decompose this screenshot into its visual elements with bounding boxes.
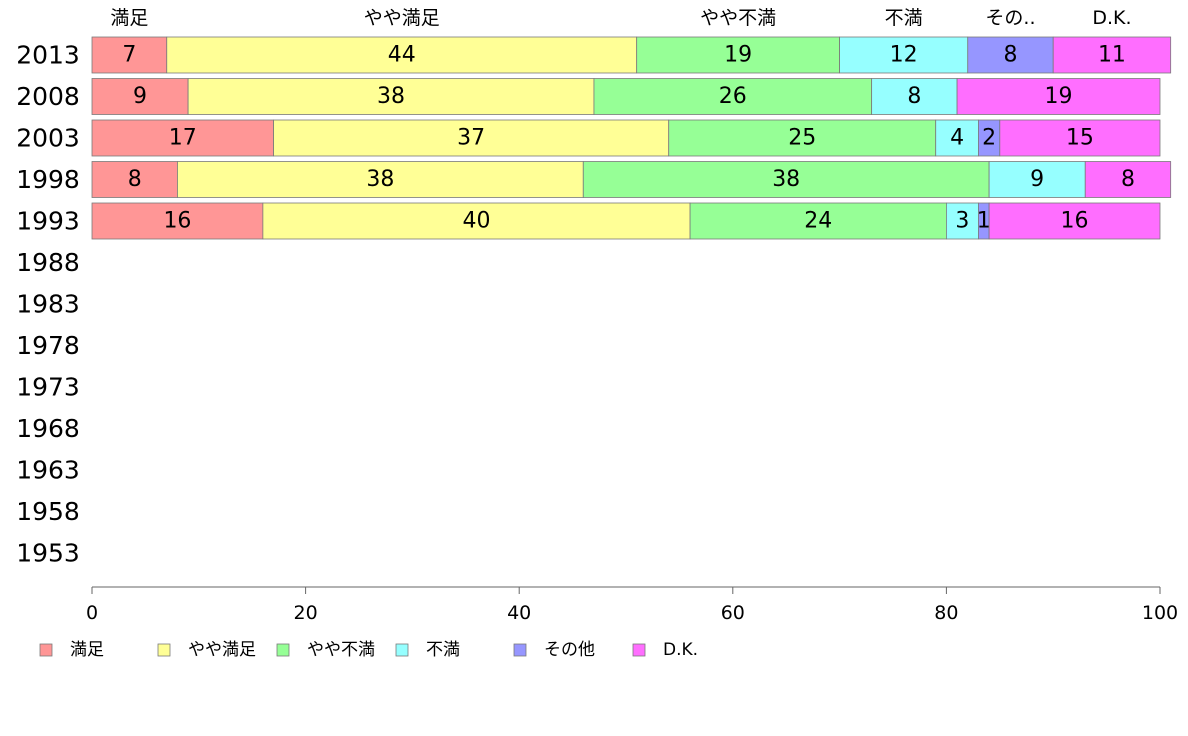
bar-segment [91, 78, 189, 115]
year-label: 1998 [16, 165, 80, 194]
year-label: 1983 [16, 290, 80, 319]
bar-value-label: 2 [982, 126, 996, 151]
bar-value-label: 19 [724, 43, 752, 68]
year-label: 1973 [16, 373, 80, 402]
bar-segment [91, 36, 168, 74]
top-category-label: やや不満 [700, 7, 776, 29]
bar-value-label: 8 [128, 167, 142, 192]
year-label: 1988 [16, 248, 80, 277]
legend-swatch [276, 643, 290, 657]
bar-value-label: 9 [1030, 167, 1044, 192]
x-tick-label: 20 [294, 602, 318, 624]
x-tick-label: 80 [934, 602, 958, 624]
bar-segment [177, 161, 584, 198]
year-label: 2013 [16, 41, 80, 70]
bar-value-label: 25 [788, 126, 816, 151]
bar-value-label: 15 [1066, 126, 1094, 151]
bar-value-label: 26 [719, 84, 747, 109]
bar-value-label: 9 [133, 84, 147, 109]
bar-value-label: 38 [772, 167, 800, 192]
bar-value-label: 4 [950, 126, 964, 151]
legend-label: その他 [544, 640, 595, 660]
top-category-label: 不満 [885, 7, 923, 29]
legend-label: 満足 [70, 640, 104, 660]
bar-segment [839, 36, 969, 74]
bar-value-label: 24 [804, 209, 832, 234]
bar-segment [166, 36, 638, 74]
bar-segment [956, 78, 1161, 115]
x-tick-label: 0 [86, 602, 98, 624]
bar-value-label: 38 [366, 167, 394, 192]
legend-label: やや不満 [307, 640, 375, 660]
top-category-label: その.. [985, 7, 1035, 29]
year-label: 2008 [16, 82, 80, 111]
x-tick-label: 40 [507, 602, 531, 624]
bar-segment [988, 202, 1161, 240]
legend-label: やや満足 [188, 640, 256, 660]
bar-segment [668, 119, 937, 157]
legend-swatch [39, 643, 53, 657]
bar-segment [967, 36, 1054, 74]
year-label: 1978 [16, 331, 80, 360]
bar-value-label: 19 [1045, 84, 1073, 109]
bar-value-label: 16 [163, 209, 191, 234]
bar-segment [593, 78, 873, 115]
legend-label: 不満 [426, 640, 460, 660]
bar-value-label: 37 [457, 126, 485, 151]
bar-value-label: 3 [955, 209, 969, 234]
bar-segment [273, 119, 670, 157]
legend-swatch [395, 643, 409, 657]
legend-swatch [157, 643, 171, 657]
x-tick-label: 60 [721, 602, 745, 624]
legend-swatch [513, 643, 527, 657]
bar-segment [1052, 36, 1172, 74]
bar-value-label: 17 [169, 126, 197, 151]
bar-value-label: 11 [1098, 43, 1126, 68]
bar-value-label: 7 [122, 43, 136, 68]
legend-label: D.K. [663, 640, 698, 660]
legend-swatch [632, 643, 646, 657]
year-label: 1953 [16, 539, 80, 568]
bar-value-label: 16 [1061, 209, 1089, 234]
year-label: 1993 [16, 207, 80, 236]
year-label: 1963 [16, 456, 80, 485]
year-label: 1968 [16, 414, 80, 443]
bar-value-label: 12 [890, 43, 918, 68]
bar-segment [582, 161, 990, 198]
bar-segment [1084, 161, 1172, 198]
bar-value-label: 1 [977, 209, 991, 234]
top-category-label: 満足 [110, 7, 148, 29]
top-category-label: D.K. [1092, 7, 1131, 29]
top-category-label: やや満足 [364, 7, 440, 29]
bar-value-label: 8 [1121, 167, 1135, 192]
bar-segment [988, 161, 1086, 198]
bar-segment [871, 78, 958, 115]
year-label: 1958 [16, 497, 80, 526]
bar-segment [91, 202, 264, 240]
year-label: 2003 [16, 124, 80, 153]
bar-segment [999, 119, 1161, 157]
bar-value-label: 8 [907, 84, 921, 109]
bar-segment [946, 202, 979, 240]
x-tick-label: 100 [1142, 602, 1178, 624]
bar-value-label: 44 [388, 43, 416, 68]
bar-segment [689, 202, 947, 240]
bar-segment [187, 78, 595, 115]
bar-segment [262, 202, 691, 240]
bar-segment [636, 36, 840, 74]
bar-value-label: 40 [462, 209, 490, 234]
bar-segment [91, 119, 274, 157]
bar-value-label: 38 [377, 84, 405, 109]
bar-value-label: 8 [1003, 43, 1017, 68]
bar-segment [91, 161, 178, 198]
